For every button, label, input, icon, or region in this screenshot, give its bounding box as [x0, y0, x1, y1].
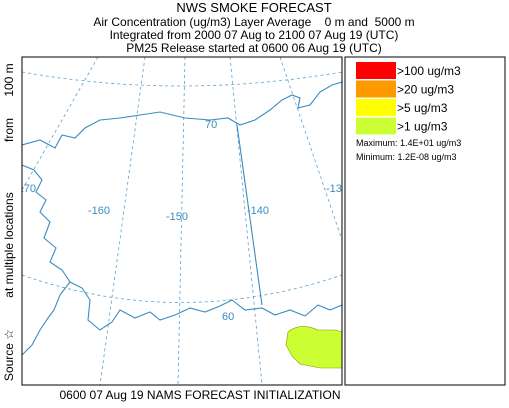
legend-label: >100 ug/m3	[397, 64, 461, 78]
legend-swatch	[356, 99, 396, 116]
grid-label: -150	[166, 211, 188, 223]
legend-label: >1 ug/m3	[397, 120, 448, 134]
legend-label: >20 ug/m3	[397, 83, 454, 97]
subtitle: PM25 Release started at 0600 06 Aug 19 (…	[126, 41, 381, 55]
subtitle: Integrated from 2000 07 Aug to 2100 07 A…	[110, 28, 399, 42]
source-label: Source ☆	[2, 329, 16, 381]
legend-swatch	[356, 62, 396, 79]
grid-label: 60	[222, 311, 234, 323]
map-frame	[21, 56, 343, 386]
footer: 0600 07 Aug 19 NAMS FORECAST INITIALIZAT…	[60, 388, 341, 402]
grid-label: -170	[14, 183, 36, 195]
legend-swatch	[356, 117, 396, 135]
legend-swatch	[356, 80, 396, 98]
source-label: at multiple locations	[2, 192, 16, 297]
title: NWS SMOKE FORECAST	[176, 0, 331, 15]
legend-frame	[344, 56, 506, 386]
grid-label: -160	[88, 205, 110, 217]
source-label: from	[2, 118, 16, 142]
grid-label: 70	[205, 119, 217, 131]
smoke-area	[285, 326, 342, 369]
grid-label: -140	[247, 205, 269, 217]
legend-label: >5 ug/m3	[397, 101, 448, 115]
legend: >100 ug/m3 >20 ug/m3 >5 ug/m3 >1 ug/m3	[356, 62, 461, 135]
source-label: 100 m	[2, 63, 16, 96]
subtitle: Air Concentration (ug/m3) Layer Average …	[93, 15, 414, 29]
legend-min: Minimum: 1.2E-08 ug/m3	[356, 152, 457, 162]
grid-label: -130	[326, 183, 348, 195]
map: 70 -170 -160 -150 -140 -130 60	[14, 57, 348, 385]
legend-max: Maximum: 1.4E+01 ug/m3	[356, 138, 461, 148]
